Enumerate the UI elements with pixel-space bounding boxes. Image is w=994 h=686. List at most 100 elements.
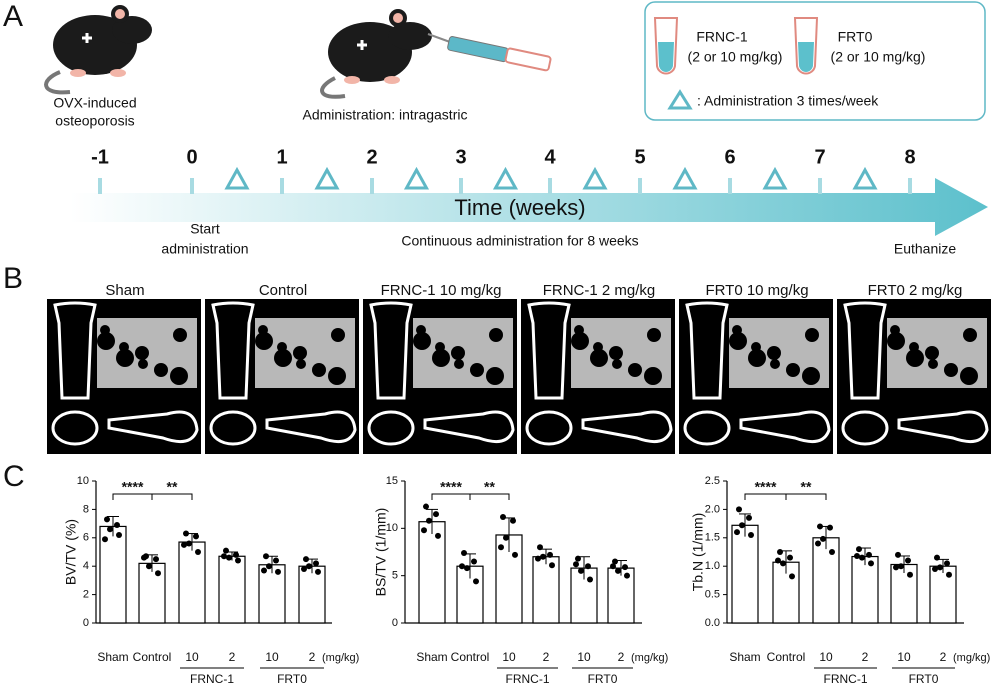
group-label: FRT0 (588, 672, 618, 686)
trabecular-pore (805, 328, 819, 342)
trabecular-pore (786, 363, 800, 377)
text-layer: A OVX-induced osteoporosis Administratio… (3, 0, 956, 493)
group-label: FRT0 2 mg/kg (868, 282, 963, 299)
timeline-tick-label: 6 (724, 146, 735, 168)
data-point (146, 563, 152, 570)
end-label: Euthanize (894, 241, 956, 257)
y-tick-label: 2 (83, 589, 89, 601)
data-point (186, 540, 192, 547)
timeline-tick (370, 178, 374, 194)
data-point (868, 560, 874, 567)
bar (929, 565, 957, 624)
x-tick-label: 10 (185, 650, 199, 664)
data-point (195, 549, 201, 555)
group-label: FRNC-1 (824, 672, 868, 686)
data-point (587, 576, 593, 583)
timeline-tick-label: 3 (455, 146, 466, 168)
data-point (817, 523, 823, 530)
x-tick-label: Control (133, 650, 172, 664)
x-tick-label: Control (767, 650, 806, 664)
data-point (273, 557, 279, 564)
data-point (183, 530, 189, 537)
data-point (459, 563, 465, 570)
data-point (512, 551, 518, 558)
bone-outline (53, 301, 97, 400)
x-tick-label: 2 (543, 650, 550, 664)
data-point (787, 554, 793, 561)
bar (178, 541, 206, 624)
y-tick-label: 0.0 (705, 617, 720, 629)
trabecular-pore (748, 349, 766, 367)
significance-bracket (785, 493, 827, 500)
bar (218, 555, 246, 624)
data-point (471, 558, 477, 565)
data-point (193, 533, 199, 540)
data-point (181, 541, 187, 548)
timeline-tick (638, 178, 642, 194)
group-label: FRNC-1 2 mg/kg (543, 282, 656, 299)
y-tick-label: 6 (83, 532, 89, 544)
trabecular-pore (138, 359, 148, 369)
data-point (946, 571, 952, 578)
administration-label: Administration: intragastric (303, 107, 468, 123)
data-point (535, 555, 541, 562)
trabecular-pore (296, 359, 306, 369)
data-point (578, 567, 584, 574)
x-tick-label: 2 (309, 650, 316, 664)
x-tick-label: 2 (229, 650, 236, 664)
group-label: FRT0 10 mg/kg (705, 282, 808, 299)
timeline-tick (548, 178, 552, 194)
data-point (221, 553, 227, 560)
drug-name: FRNC-1 (696, 29, 748, 45)
data-point (777, 549, 783, 555)
x-tick-label: 10 (897, 650, 911, 664)
data-point (829, 549, 835, 555)
data-point (306, 563, 312, 570)
model-label: OVX-induced (53, 95, 136, 111)
group-label: FRT0 (909, 672, 939, 686)
timeline-tick-label: 4 (544, 146, 556, 168)
trabecular-pore (451, 346, 465, 360)
data-point (315, 568, 321, 575)
dose-marker (492, 166, 519, 190)
timeline-tick (818, 178, 822, 194)
x-tick-label: Sham (97, 650, 128, 664)
group-label: Sham (105, 282, 144, 299)
axis-title: Time (weeks) (454, 195, 585, 220)
group-label: FRT0 (277, 672, 307, 686)
bar (532, 556, 560, 624)
data-point (263, 553, 269, 560)
data-point (266, 563, 272, 570)
trabecular-pore (612, 359, 622, 369)
long-bone (897, 410, 989, 444)
x-tick-label: 2 (618, 650, 625, 664)
timeline-tick (280, 178, 284, 194)
significance-label: ** (167, 479, 178, 495)
start-label: Start (190, 221, 220, 237)
data-point (540, 553, 546, 560)
data-point (464, 565, 470, 572)
cross-section (209, 410, 257, 446)
trabecular-pore (116, 349, 134, 367)
trabecular-pore (928, 359, 938, 369)
bar (418, 521, 446, 624)
legend-box (644, 1, 986, 121)
data-point (610, 563, 616, 570)
data-point (736, 506, 742, 513)
bar (298, 565, 326, 624)
data-point (141, 554, 147, 561)
long-bone (739, 410, 831, 444)
data-point (301, 566, 307, 573)
timeline-tick (98, 178, 102, 194)
timeline-tick-label: 2 (366, 146, 377, 168)
cross-section (51, 410, 99, 446)
group-label: FRNC-1 (506, 672, 550, 686)
data-point (585, 563, 591, 570)
data-point (573, 561, 579, 568)
y-tick-label: 10 (386, 522, 398, 534)
bar (812, 537, 840, 624)
bone-outline (211, 301, 255, 400)
trabecular-pore (135, 346, 149, 360)
data-point (510, 517, 516, 524)
trabecular-pore (255, 332, 273, 350)
